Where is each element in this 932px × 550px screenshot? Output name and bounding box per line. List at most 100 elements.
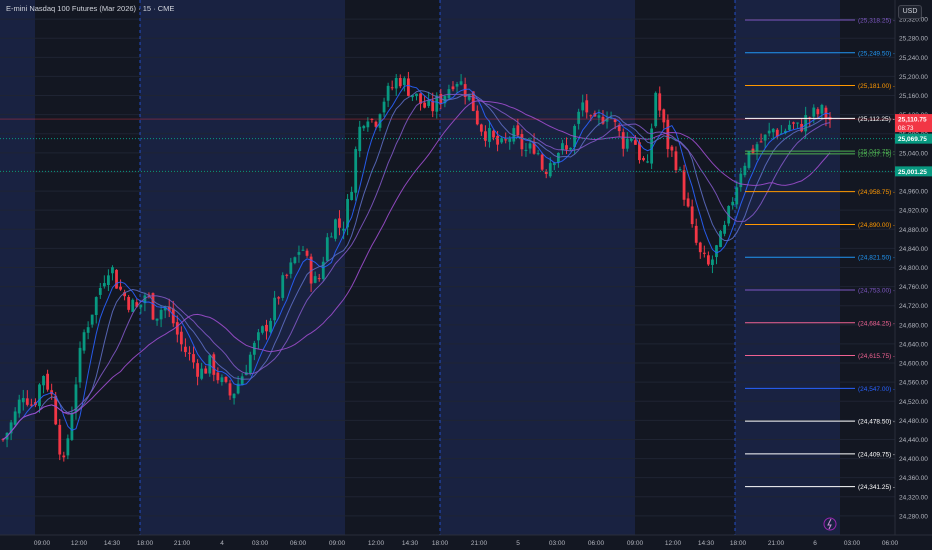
time-tick-label: 5 [516,540,520,547]
candle-body [532,141,536,154]
candle-body [390,87,394,89]
candle-body [46,373,49,390]
candle-body [804,115,808,132]
candle-body [581,102,585,111]
candle-body [277,297,281,299]
moving-average-line [2,100,831,440]
candle-body [184,346,187,353]
candle-body [240,376,244,386]
candle-body [179,331,183,345]
candle-body [370,118,374,120]
candle-body [13,411,17,425]
candle-body [565,145,568,150]
candle-body [317,278,321,280]
candle-body [188,352,191,354]
price-tick-label: 24,760.00 [899,284,928,291]
candle-body [650,128,654,164]
candle-body [682,170,686,200]
candle-body [248,354,252,374]
fib-level-label: (25,249.50) - [858,50,895,57]
candle-body [431,100,435,112]
candle-body [415,93,418,97]
candle-body [423,102,427,108]
price-tick-label: 24,840.00 [899,246,928,253]
fib-level-label: (24,890.00) - [858,222,895,229]
price-tick-label: 24,960.00 [899,189,928,196]
candle-body [155,318,159,321]
candle-body [171,308,175,324]
candle-body [338,218,341,228]
candle-body [135,302,139,307]
time-axis [0,535,932,550]
candle-body [313,276,317,283]
candle-body [285,274,289,276]
candle-body [577,111,581,124]
candle-body [358,126,362,152]
candle-body [544,171,548,174]
candle-body [484,131,487,141]
candle-body [625,138,629,149]
candle-body [763,134,767,141]
candle-body [411,95,414,98]
time-tick-label: 14:30 [698,540,715,547]
candle-body [224,376,228,382]
fib-level-label: (25,037.75) - [858,151,895,158]
candle-body [686,198,690,207]
candle-body [767,130,771,134]
time-tick-label: 21:00 [768,540,785,547]
candle-body [86,327,90,333]
candle-body [755,144,759,152]
price-tick-label: 25,160.00 [899,93,928,100]
candle-body [29,404,33,406]
candle-body [159,309,163,320]
candle-body [107,275,110,286]
moving-average-line [2,90,831,440]
price-tick-label: 24,560.00 [899,380,928,387]
candle-body [488,127,491,142]
candle-body [690,206,694,225]
price-tick-label: 24,280.00 [899,513,928,520]
candle-body [208,355,212,374]
candle-body [293,257,297,264]
fib-level-label: (25,112.25) - [858,116,895,123]
candle-body [419,93,422,104]
candle-body [788,124,791,130]
candle-body [163,306,167,311]
candle-body [281,275,285,298]
candle-body [78,347,82,383]
candle-body [115,269,118,289]
candle-body [617,124,621,132]
candle-body [127,296,131,310]
candle-body [520,134,524,150]
candle-body [508,138,512,142]
candle-body [638,142,641,161]
price-tick-label: 25,280.00 [899,36,928,43]
candle-body [382,101,386,113]
price-badge-label: 25,069.75 [898,136,927,143]
price-tick-label: 24,720.00 [899,303,928,310]
candle-body [273,297,277,321]
fib-level-label: (25,318.25) - [858,17,895,24]
candle-body [289,262,293,274]
time-tick-label: 09:00 [627,540,644,547]
fib-level-label: (24,478.50) - [858,419,895,426]
candle-body [739,173,743,188]
candle-body [475,110,479,125]
price-badge [895,166,932,177]
candle-body [719,231,722,248]
candle-body [601,116,605,124]
chart-title: E-mini Nasdaq 100 Futures (Mar 2026) · 1… [6,4,175,13]
candle-body [646,161,649,163]
candle-body [597,115,601,118]
currency-button[interactable]: USD [898,5,922,19]
candle-body [309,256,313,284]
time-tick-label: 18:00 [432,540,449,547]
candle-body [297,252,301,255]
fib-level-label: (24,409.75) - [858,451,895,458]
price-badge-countdown: 08:73 [898,125,914,132]
price-axis [895,0,932,550]
candle-body [658,93,662,111]
time-tick-label: 12:00 [71,540,88,547]
candle-body [759,141,763,143]
